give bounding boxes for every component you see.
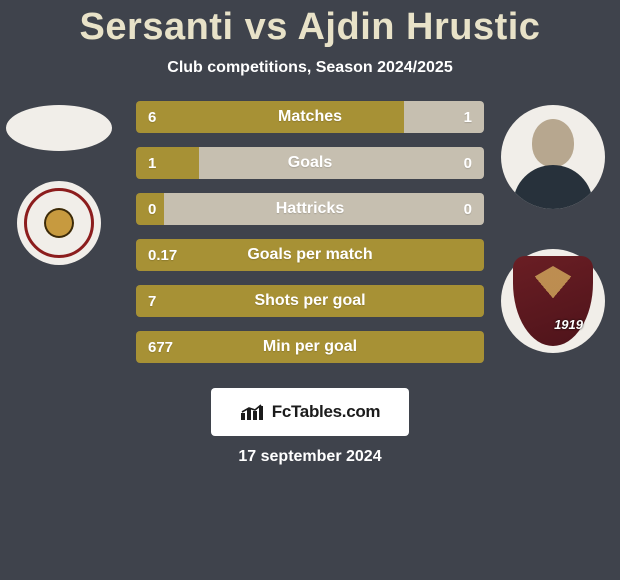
page-title: Sersanti vs Ajdin Hrustic [0,0,620,49]
stat-row: 7Shots per goal [136,285,484,317]
page-subtitle: Club competitions, Season 2024/2025 [0,59,620,77]
stat-value-left: 7 [148,285,156,317]
stat-row: 00Hattricks [136,193,484,225]
stat-bar-left-fill [136,239,484,271]
stat-value-right: 0 [464,147,472,179]
club-founded-year: 1919 [554,317,583,332]
stat-value-right: 0 [464,193,472,225]
player-left-avatar [6,105,112,151]
stat-bar-left-fill [136,101,404,133]
stat-value-left: 0.17 [148,239,177,271]
stat-row: 677Min per goal [136,331,484,363]
stat-row: 10Goals [136,147,484,179]
brand-text: FcTables.com [272,402,381,422]
stat-value-left: 677 [148,331,173,363]
brand-box: FcTables.com [211,388,409,436]
stat-value-right: 1 [464,101,472,133]
stat-bars: 61Matches10Goals00Hattricks0.17Goals per… [136,101,484,363]
comparison-body: 1919 61Matches10Goals00Hattricks0.17Goal… [0,101,620,391]
stat-bar-right-fill [199,147,484,179]
player-left-club-badge [17,181,101,265]
club-badge-ring [24,188,94,258]
stat-row: 61Matches [136,101,484,133]
footer: FcTables.com 17 september 2024 [0,388,620,466]
player-right-avatar [501,105,605,209]
player-right-club-badge: 1919 [501,249,605,353]
right-player-column: 1919 [500,101,606,391]
stat-bar-left-fill [136,331,484,363]
stat-value-left: 6 [148,101,156,133]
stat-value-left: 1 [148,147,156,179]
stat-bar-left-fill [136,147,199,179]
stat-bar-left-fill [136,285,484,317]
comparison-infographic: Sersanti vs Ajdin Hrustic Club competiti… [0,0,620,580]
stat-bar-right-fill [164,193,484,225]
brand-chart-icon [240,403,266,421]
stat-row: 0.17Goals per match [136,239,484,271]
club-shield: 1919 [513,256,593,346]
left-player-column [6,101,112,391]
snapshot-date: 17 september 2024 [238,448,381,466]
stat-value-left: 0 [148,193,156,225]
